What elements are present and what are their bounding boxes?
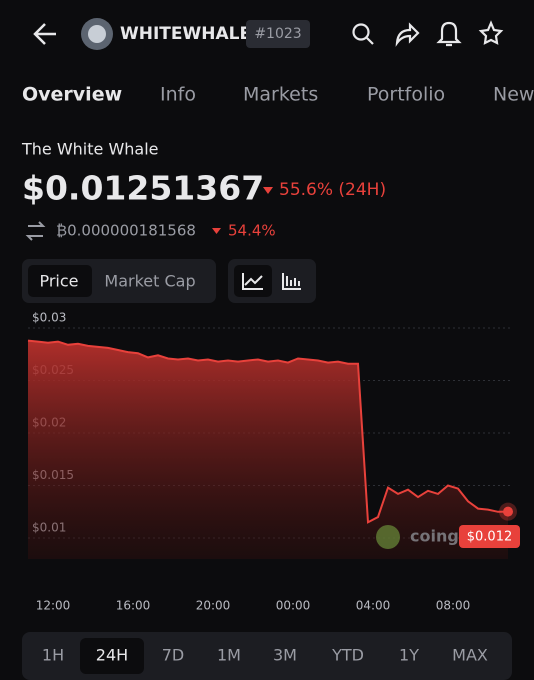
search-handle: [366, 37, 374, 45]
star-icon[interactable]: [478, 20, 504, 45]
price-line: [27, 339, 509, 524]
range-button[interactable]: 3M: [273, 646, 297, 665]
btc-price: ₿0.000000181568: [56, 222, 196, 240]
tab[interactable]: Info: [160, 84, 196, 106]
down-arrow: [212, 228, 221, 234]
area: [28, 340, 508, 559]
change: 55.6% (24H): [279, 180, 386, 200]
tab[interactable]: New: [493, 84, 534, 106]
price-chart: $0.01$0.015$0.02$0.025$0.03coinge$0.0121…: [27, 311, 520, 613]
tabs: Overview Info Markets Portfolio New: [22, 84, 534, 106]
range-button[interactable]: MAX: [452, 646, 488, 665]
range-button[interactable]: 7D: [162, 646, 185, 665]
x-tick-label: 08:00: [436, 599, 471, 613]
back-icon[interactable]: [33, 23, 56, 45]
ranges: 1H 24H 7D 1M 3M YTD 1Y MAX: [42, 638, 488, 674]
toolbar: [352, 20, 504, 47]
tab[interactable]: Overview: [22, 84, 122, 106]
price-tag: $0.012: [467, 530, 513, 545]
range-button[interactable]: 1Y: [399, 646, 419, 665]
avatar-highlight: [88, 25, 106, 43]
rank: #1023: [254, 26, 301, 42]
range-selected: [80, 638, 144, 674]
search-icon[interactable]: [352, 23, 370, 41]
bell-icon[interactable]: [436, 21, 462, 47]
down-arrow: [263, 187, 273, 194]
y-tick-label: $0.03: [32, 311, 66, 325]
toggle-market-cap[interactable]: Market Cap: [104, 272, 195, 291]
price: $0.01251367: [22, 169, 264, 208]
watermark: coinge: [410, 527, 470, 546]
last-point: [503, 506, 513, 517]
range-bar: [22, 632, 512, 680]
share-icon[interactable]: [395, 22, 420, 47]
tab[interactable]: Portfolio: [367, 84, 445, 106]
price-tag-bg: [459, 525, 520, 548]
swap-icon: [25, 221, 46, 241]
toggle-price[interactable]: Price: [39, 272, 78, 291]
range-button[interactable]: 1M: [217, 646, 241, 665]
x-tick-label: 00:00: [276, 599, 311, 613]
candle-chart-icon[interactable]: [282, 273, 301, 290]
x-tick-label: 12:00: [36, 599, 71, 613]
symbol: WHITEWHALE: [120, 24, 251, 44]
tab[interactable]: Markets: [243, 84, 318, 106]
x-tick-label: 16:00: [116, 599, 151, 613]
range-button[interactable]: YTD: [331, 646, 364, 665]
coin-name: The White Whale: [21, 140, 159, 159]
range-button[interactable]: 24H: [96, 646, 128, 665]
toggle-selected: [28, 265, 92, 297]
x-tick-label: 20:00: [196, 599, 231, 613]
range-button[interactable]: 1H: [42, 646, 64, 665]
watermark-logo: [376, 525, 400, 549]
x-tick-label: 04:00: [356, 599, 391, 613]
btc-change: 54.4%: [228, 222, 276, 240]
rank-badge: [246, 20, 310, 48]
line-chart-icon[interactable]: [242, 273, 263, 290]
